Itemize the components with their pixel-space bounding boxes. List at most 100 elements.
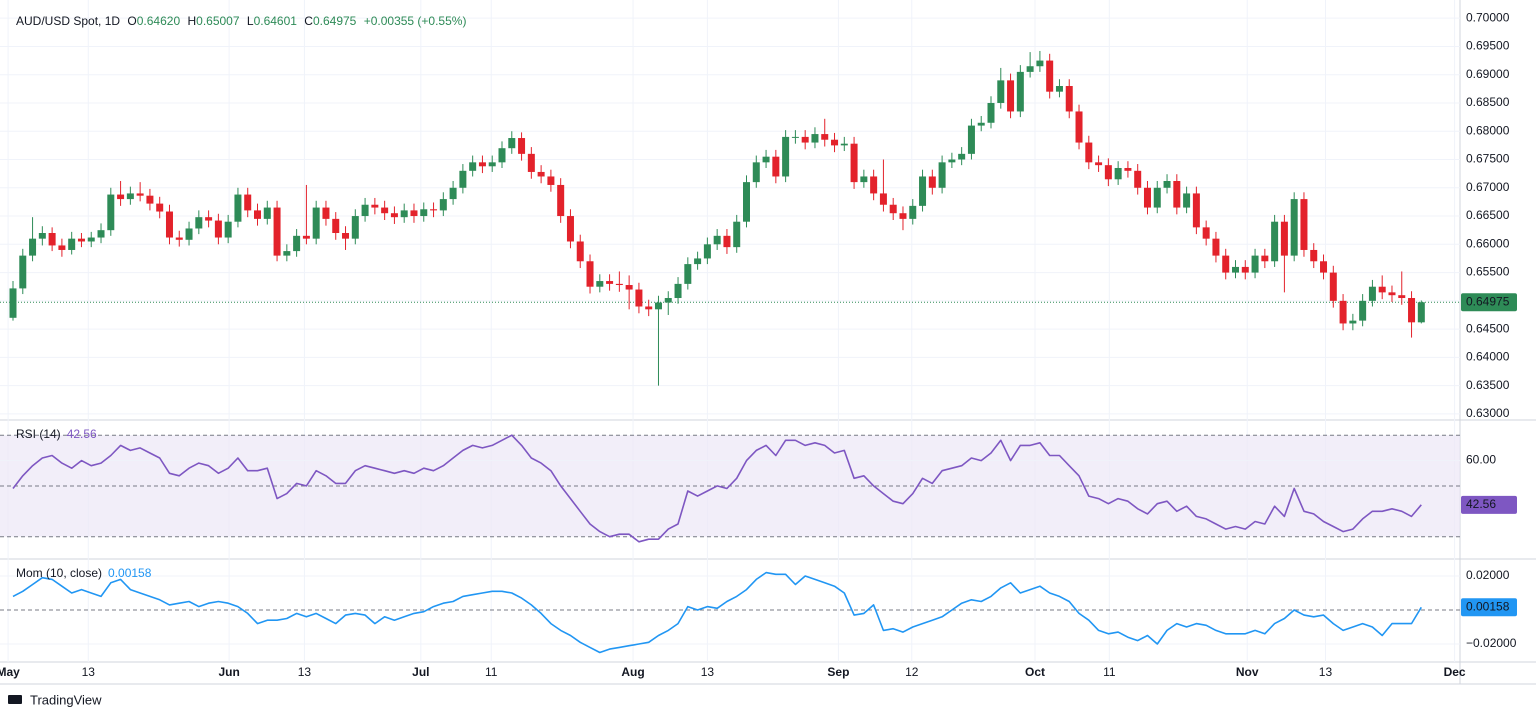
x-tick-label: 13 — [82, 665, 96, 679]
y-tick-label: 60.00 — [1466, 453, 1496, 467]
candle-body — [782, 136, 790, 177]
candle-body — [390, 213, 398, 218]
x-tick-label: Jul — [412, 665, 429, 679]
candle-body — [351, 216, 359, 239]
candle-body — [938, 162, 946, 188]
candle-body — [185, 228, 193, 240]
y-tick-label: 0.63500 — [1466, 378, 1510, 392]
candle-body — [928, 176, 936, 188]
candle-body — [1143, 187, 1151, 208]
candle-body — [850, 143, 858, 183]
candle-body — [606, 281, 614, 284]
candle-body — [332, 218, 340, 234]
candle-body — [527, 153, 535, 172]
candle-body — [625, 285, 633, 290]
candle-body — [752, 162, 760, 183]
candle-body — [48, 233, 56, 246]
candle-body — [469, 162, 477, 171]
y-tick-label: 0.64500 — [1466, 321, 1510, 335]
candle-body — [1212, 238, 1220, 256]
close-value: 0.64975 — [313, 14, 357, 28]
x-tick-label: 12 — [905, 665, 919, 679]
candle-body — [322, 207, 330, 219]
x-tick-label: Nov — [1236, 665, 1259, 679]
candle-body — [1232, 266, 1239, 273]
candle-body — [821, 134, 829, 140]
candle-body — [997, 80, 1005, 103]
candle-body — [831, 139, 839, 146]
candle-body — [772, 156, 780, 177]
y-tick-label: 0.66000 — [1466, 236, 1510, 250]
candle-body — [733, 221, 741, 248]
last-value-tag — [1461, 598, 1517, 617]
candle-body — [342, 233, 350, 239]
candle-body — [674, 283, 682, 299]
candle-body — [1368, 286, 1376, 301]
x-tick-label: Sep — [827, 665, 849, 679]
candle-body — [498, 148, 506, 163]
candle-body — [684, 264, 692, 284]
candle-body — [1300, 199, 1308, 250]
candle-body — [478, 162, 486, 167]
candle-body — [801, 136, 809, 143]
candle-body — [273, 207, 281, 256]
candle-body — [1280, 221, 1288, 256]
candle-body — [400, 210, 408, 218]
candle-body — [977, 122, 985, 126]
candle-body — [703, 244, 711, 259]
candle-body — [97, 230, 105, 238]
candle-body — [1359, 300, 1367, 321]
candle-body — [645, 306, 653, 310]
x-tick-label: 13 — [298, 665, 312, 679]
candle-body — [126, 193, 134, 200]
candle-body — [68, 238, 76, 250]
open-label: O — [127, 14, 136, 28]
candle-body — [1222, 255, 1230, 273]
candle-body — [459, 170, 467, 188]
candle-body — [1016, 71, 1024, 112]
candle-body — [899, 213, 907, 219]
low-label: L — [247, 14, 254, 28]
rsi-name: RSI (14) — [16, 427, 61, 441]
low-value: 0.64601 — [254, 14, 298, 28]
candle-body — [762, 156, 770, 163]
candle-body — [1192, 193, 1200, 228]
candle-body — [488, 162, 496, 167]
candle-body — [654, 302, 662, 310]
x-tick-label: Oct — [1025, 665, 1045, 679]
candle-body — [381, 207, 389, 214]
labels-layer: May 13 Jun 13 Jul 11 Aug 13 Sep 12 Oct 11 Nov 13 Dec 0.… — [0, 10, 1517, 679]
candle-body — [283, 251, 291, 256]
x-tick-label: 11 — [1103, 665, 1116, 679]
change: +0.00355 (+0.55%) — [364, 14, 467, 28]
header: AUD/USD Spot, 1D O0.64620 H0.65007 L0.64… — [16, 14, 466, 28]
candle-body — [1007, 80, 1015, 112]
candle-body — [107, 194, 115, 231]
candle-body — [1095, 162, 1103, 166]
mom-title: Mom (10, close) 0.00158 — [16, 566, 152, 580]
high-label: H — [187, 14, 196, 28]
y-tick-label: 0.69000 — [1466, 67, 1510, 81]
x-tick-label: 13 — [1319, 665, 1333, 679]
last-value-label: 42.56 — [1466, 497, 1496, 511]
x-tick-label: Aug — [621, 665, 644, 679]
candle-body — [1241, 266, 1249, 273]
indicator-line — [12, 571, 1422, 654]
candle-body — [1271, 221, 1279, 262]
candle-body — [870, 176, 878, 194]
candle-body — [234, 194, 242, 222]
y-tick-label: 0.67500 — [1466, 152, 1510, 166]
rsi-title: RSI (14) 42.56 — [16, 427, 97, 441]
candle-body — [195, 217, 203, 229]
candle-body — [948, 159, 956, 163]
close-label: C — [304, 14, 313, 28]
candle-body — [175, 237, 183, 240]
open-value: 0.64620 — [137, 14, 181, 28]
candle-body — [371, 204, 379, 208]
candle-body — [1085, 142, 1093, 163]
candle-body — [361, 204, 369, 217]
candle-body — [244, 194, 252, 211]
candle-body — [420, 209, 428, 217]
